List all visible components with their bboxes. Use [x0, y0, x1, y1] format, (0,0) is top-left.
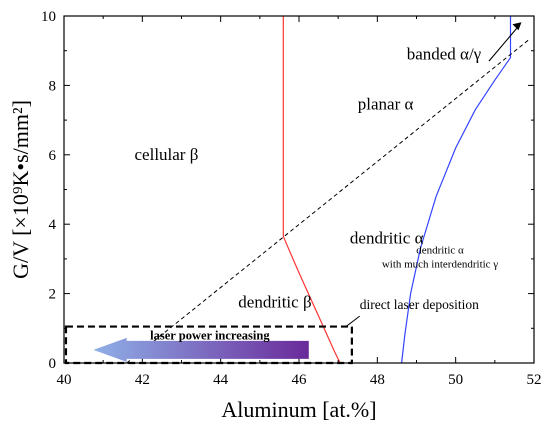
region-label: planar α: [358, 95, 414, 114]
planar-dendritic-transition-line: [126, 39, 529, 364]
data-curves: [126, 16, 529, 364]
x-tick-label: 50: [448, 372, 463, 388]
y-tick-label: 4: [49, 217, 57, 233]
annotation-labels: dendritic α with much interdendritic γ: [382, 245, 498, 271]
y-tick-label: 8: [49, 78, 57, 94]
dendritic-alpha-note: dendritic α: [416, 245, 464, 257]
banded-pointer-arrow: [488, 26, 519, 62]
dendritic-alpha-note: with much interdendritic γ: [382, 259, 498, 271]
y-tick-label: 10: [41, 9, 56, 25]
alpha-beta-boundary-line: [282, 16, 341, 364]
region-label: dendritic β: [238, 292, 311, 311]
laser-power-label: laser power increasing: [150, 328, 270, 342]
y-axis-title: G/V [×10⁹K•s/mm²]: [8, 100, 33, 279]
alpha-gamma-boundary-line: [401, 16, 512, 364]
region-label: dendritic α: [350, 228, 424, 247]
axis-ticks: [63, 15, 535, 364]
region-label: cellular β: [135, 145, 199, 164]
region-labels: cellular β planar α dendritic α dendritic β…: [135, 44, 482, 311]
laser-power-arrow: [93, 337, 309, 362]
region-label: banded α/γ: [407, 44, 482, 63]
x-tick-label: 44: [213, 372, 229, 388]
x-tick-label: 42: [135, 372, 150, 388]
y-tick-label: 0: [49, 356, 57, 372]
direct-laser-deposition-label: direct laser deposition: [360, 297, 479, 312]
y-tick-label: 6: [49, 148, 57, 164]
x-tick-label: 46: [292, 372, 308, 388]
direct-laser-deposition-box: [64, 325, 353, 365]
direct-laser-deposition-pointer: [345, 315, 361, 327]
x-axis-title: Aluminum [at.%]: [221, 397, 376, 422]
x-tick-label: 48: [370, 372, 385, 388]
x-tick-label: 40: [57, 372, 72, 388]
y-tick-label: 2: [49, 287, 57, 303]
x-tick-label: 52: [527, 372, 542, 388]
banded-arrowhead: [512, 22, 522, 31]
